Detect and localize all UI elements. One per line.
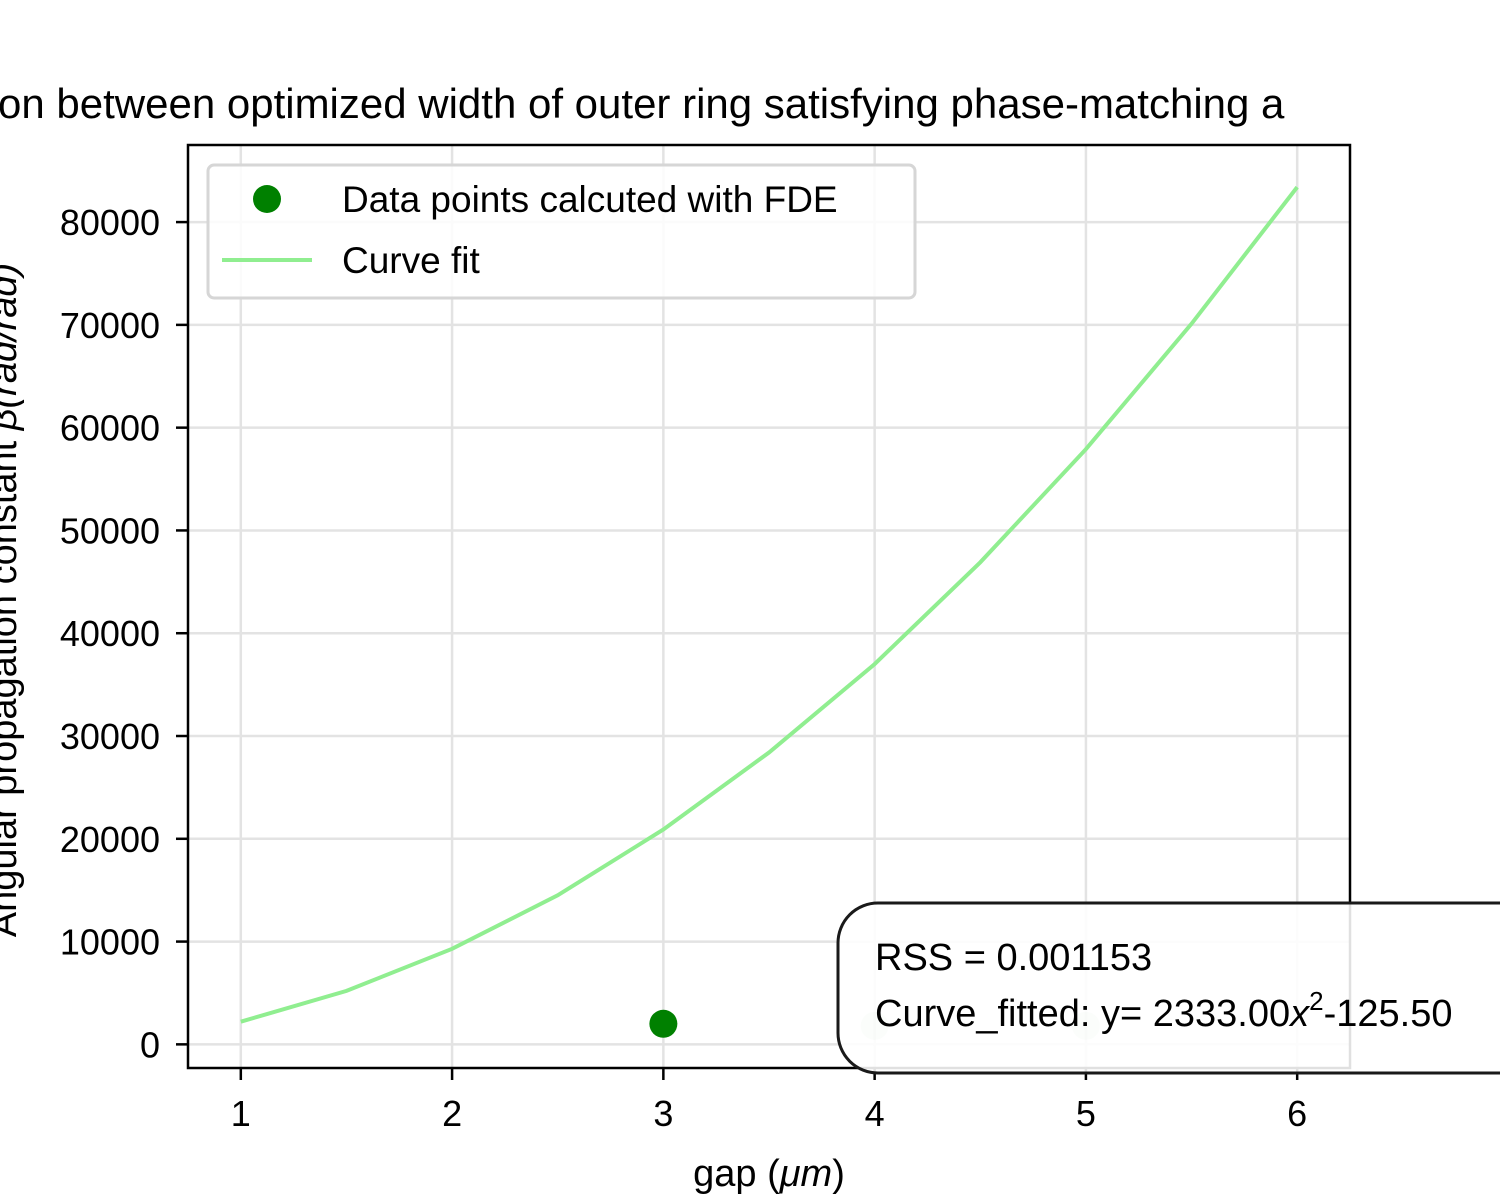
plot-area bbox=[240, 185, 1299, 1024]
y-axis-ticks: 0 10000 20000 30000 40000 50000 60000 70000 8000… bbox=[60, 202, 188, 1065]
x-axis-ticks: 1 2 3 4 5 6 bbox=[231, 1068, 1307, 1134]
x-tick-label: 6 bbox=[1287, 1093, 1307, 1134]
legend-label-data-points: Data points calcuted with FDE bbox=[342, 179, 838, 220]
legend: Data points calcuted with FDE Curve fit bbox=[206, 163, 917, 300]
x-tick-label: 2 bbox=[442, 1093, 462, 1134]
data-point bbox=[649, 1009, 678, 1038]
grid bbox=[188, 145, 1350, 1068]
y-tick-label: 70000 bbox=[60, 305, 160, 346]
legend-label-curve-fit: Curve fit bbox=[342, 240, 480, 281]
y-tick-label: 20000 bbox=[60, 819, 160, 860]
y-tick-label: 50000 bbox=[60, 510, 160, 551]
axes-frame bbox=[186, 143, 1352, 1070]
x-tick-label: 4 bbox=[865, 1093, 885, 1134]
y-tick-label: 80000 bbox=[60, 202, 160, 243]
y-axis-label: Angular propagation constant β(rad/rad) bbox=[0, 263, 25, 937]
y-tick-label: 40000 bbox=[60, 613, 160, 654]
chart-title: on between optimized width of outer ring… bbox=[0, 80, 1285, 127]
annotation-box bbox=[836, 901, 1500, 1075]
y-tick-label: 60000 bbox=[60, 408, 160, 449]
rss-text: RSS = 0.001153 bbox=[875, 937, 1152, 979]
y-tick-label: 10000 bbox=[60, 922, 160, 963]
fit-equation: Curve_fitted: y= 2333.00x2-125.50 bbox=[875, 986, 1452, 1035]
legend-marker-data-points bbox=[253, 185, 281, 213]
x-axis-label: gap (μm) bbox=[693, 1153, 845, 1195]
y-tick-label: 30000 bbox=[60, 716, 160, 757]
x-tick-label: 3 bbox=[653, 1093, 673, 1134]
y-tick-label: 0 bbox=[140, 1024, 160, 1065]
fit-annotation: RSS = 0.001153 Curve_fitted: y= 2333.00x… bbox=[836, 901, 1500, 1075]
x-tick-label: 1 bbox=[231, 1093, 251, 1134]
curve-fit-line bbox=[240, 185, 1299, 1024]
x-tick-label: 5 bbox=[1076, 1093, 1096, 1134]
legend-box bbox=[206, 163, 917, 300]
